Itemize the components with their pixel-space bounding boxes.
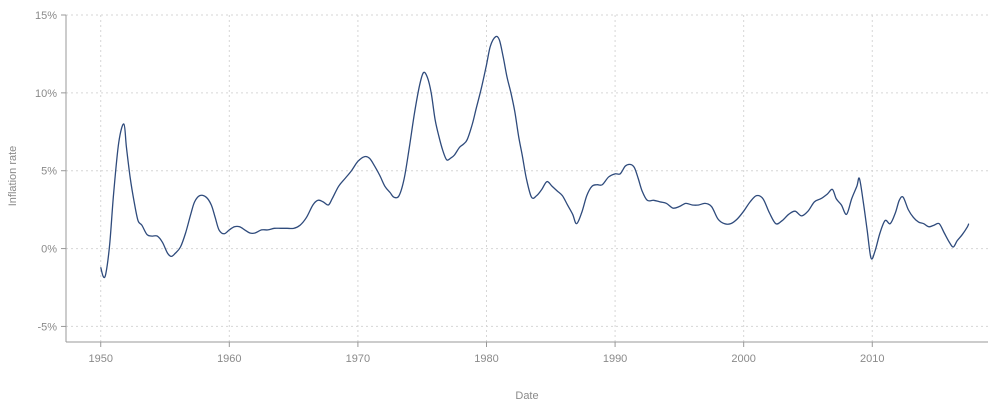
y-tick-label: 15% [35, 10, 57, 22]
x-axis-ticks: 1950 1960 1970 1980 1990 2000 2010 [88, 342, 885, 365]
y-tick-label: 5% [41, 166, 57, 178]
x-tick-label: 1960 [217, 353, 241, 365]
y-tick-label: 0% [41, 244, 57, 256]
x-tick-label: 2000 [731, 353, 755, 365]
x-tick-label: 1990 [603, 353, 627, 365]
y-axis-ticks: 15% 10% 5% 0% -5% [35, 10, 66, 333]
y-axis-title: Inflation rate [7, 146, 19, 207]
series-layer [100, 35, 970, 279]
x-tick-label: 1970 [346, 353, 370, 365]
x-tick-label: 2010 [860, 353, 884, 365]
y-tick-label: -5% [37, 321, 57, 333]
y-tick-label: 10% [35, 88, 57, 100]
x-axis-title: Date [515, 390, 538, 401]
x-tick-label: 1950 [88, 353, 112, 365]
grid [66, 14, 988, 342]
inflation-series-line [100, 35, 970, 279]
axes [65, 15, 988, 343]
x-tick-label: 1980 [474, 353, 498, 365]
